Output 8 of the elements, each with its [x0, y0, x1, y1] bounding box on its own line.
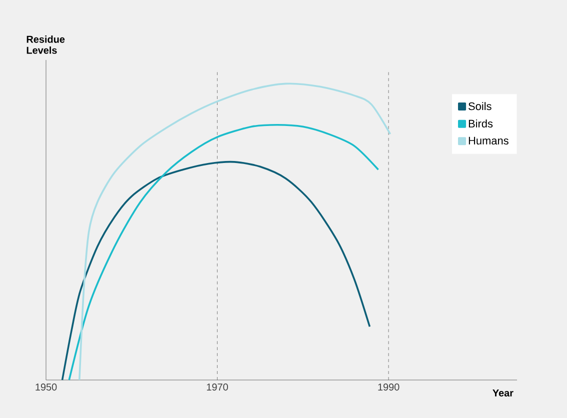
y-axis-title: Residue Levels — [26, 36, 65, 54]
x-tick-label: 1950 — [36, 384, 57, 391]
x-axis-title: Year — [492, 390, 514, 396]
legend-label: Humans — [468, 136, 508, 145]
x-tick-label: 1990 — [378, 384, 400, 391]
x-tick-label: 1970 — [206, 384, 228, 391]
legend-label: Birds — [468, 119, 493, 128]
legend-label: Soils — [468, 102, 492, 110]
